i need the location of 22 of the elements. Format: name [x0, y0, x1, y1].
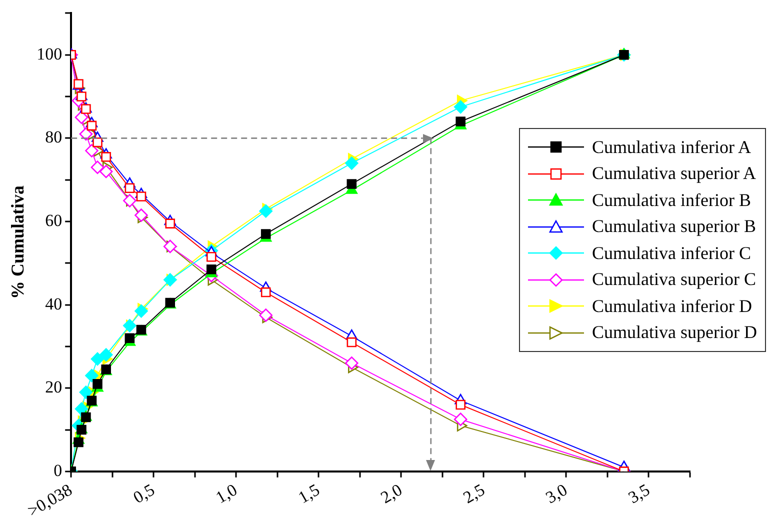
legend-label: Cumulativa inferior A [592, 136, 751, 158]
legend-label: Cumulativa superior D [592, 322, 757, 344]
y-tick-label: 60 [45, 210, 62, 230]
x-tick-label: 0,5 [130, 480, 158, 508]
y-tick-label: 80 [45, 128, 62, 147]
x-tick-label: 3,5 [625, 480, 653, 508]
legend-label: Cumulativa inferior D [592, 296, 752, 317]
legend-label: Cumulativa inferior C [592, 242, 751, 264]
x-tick-label: 3,0 [542, 480, 570, 508]
x-tick-label: 2,5 [460, 480, 488, 508]
y-tick-label: 100 [36, 44, 62, 64]
legend-label: Cumulativa superior C [592, 269, 756, 290]
legend-label: Cumulativa superior A [592, 163, 756, 184]
x-tick-label: 1,5 [294, 480, 323, 508]
x-tick-label: 2,0 [378, 480, 406, 508]
legend-label: Cumulativa superior B [592, 216, 756, 238]
y-tick-label: 0 [54, 460, 62, 480]
legend-label: Cumulativa inferior B [592, 190, 751, 211]
x-tick-label: 1,0 [212, 480, 240, 508]
y-tick-label: 40 [45, 294, 62, 314]
y-axis-title: % Cumulativa [7, 186, 28, 300]
y-tick-label: 20 [45, 378, 62, 397]
